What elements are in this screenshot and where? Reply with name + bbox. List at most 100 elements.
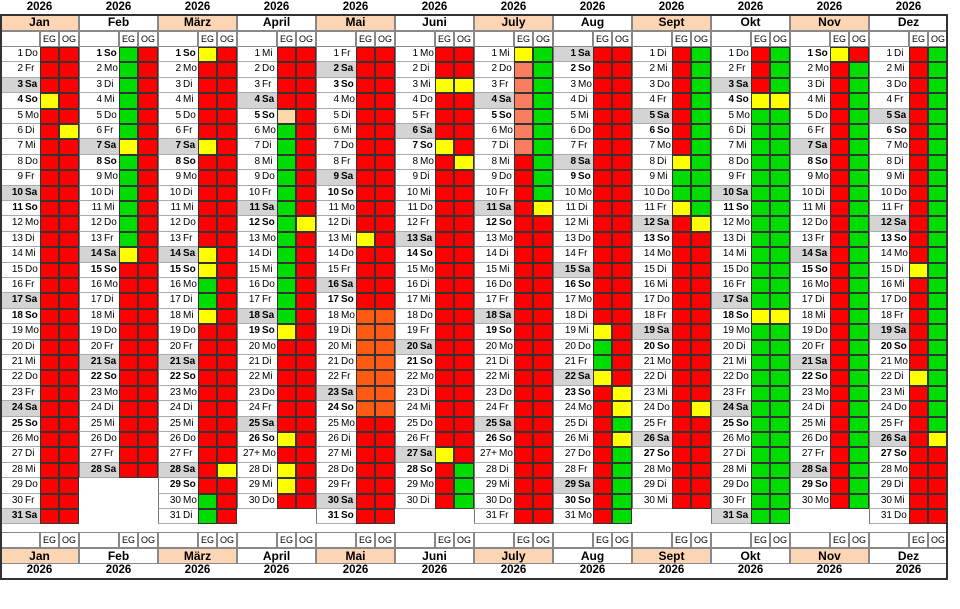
og-status-cell[interactable] bbox=[296, 262, 316, 278]
og-status-cell[interactable] bbox=[375, 401, 395, 417]
eg-status-cell[interactable] bbox=[672, 262, 691, 278]
og-status-cell[interactable] bbox=[928, 185, 948, 201]
og-status-cell[interactable] bbox=[612, 247, 632, 263]
og-status-cell[interactable] bbox=[533, 139, 553, 155]
eg-status-cell[interactable] bbox=[356, 493, 375, 509]
eg-status-cell[interactable] bbox=[198, 108, 217, 124]
eg-status-cell[interactable] bbox=[119, 201, 138, 217]
eg-status-cell[interactable] bbox=[593, 278, 612, 294]
eg-status-cell[interactable] bbox=[40, 185, 59, 201]
eg-status-cell[interactable] bbox=[356, 47, 375, 63]
og-status-cell[interactable] bbox=[375, 478, 395, 494]
eg-status-cell[interactable] bbox=[435, 478, 454, 494]
og-status-cell[interactable] bbox=[612, 154, 632, 171]
og-status-cell[interactable] bbox=[217, 462, 237, 479]
eg-status-cell[interactable] bbox=[909, 154, 928, 171]
eg-status-cell[interactable] bbox=[751, 170, 770, 186]
eg-status-cell[interactable] bbox=[514, 262, 533, 278]
eg-status-cell[interactable] bbox=[909, 231, 928, 248]
og-status-cell[interactable] bbox=[849, 493, 869, 509]
og-status-cell[interactable] bbox=[691, 493, 711, 509]
og-status-cell[interactable] bbox=[612, 401, 632, 417]
og-status-cell[interactable] bbox=[296, 416, 316, 432]
og-status-cell[interactable] bbox=[217, 47, 237, 63]
eg-status-cell[interactable] bbox=[277, 447, 296, 463]
og-status-cell[interactable] bbox=[770, 493, 790, 509]
og-status-cell[interactable] bbox=[770, 201, 790, 217]
og-status-cell[interactable] bbox=[770, 385, 790, 402]
og-status-cell[interactable] bbox=[454, 47, 474, 63]
eg-status-cell[interactable] bbox=[672, 139, 691, 155]
eg-status-cell[interactable] bbox=[593, 324, 612, 340]
og-status-cell[interactable] bbox=[849, 401, 869, 417]
eg-status-cell[interactable] bbox=[909, 247, 928, 263]
og-status-cell[interactable] bbox=[375, 278, 395, 294]
eg-status-cell[interactable] bbox=[435, 385, 454, 402]
og-status-cell[interactable] bbox=[217, 370, 237, 386]
eg-status-cell[interactable] bbox=[593, 370, 612, 386]
og-status-cell[interactable] bbox=[770, 139, 790, 155]
og-status-cell[interactable] bbox=[928, 247, 948, 263]
eg-status-cell[interactable] bbox=[830, 355, 849, 371]
og-status-cell[interactable] bbox=[533, 108, 553, 124]
og-status-cell[interactable] bbox=[928, 355, 948, 371]
og-status-cell[interactable] bbox=[375, 262, 395, 278]
eg-status-cell[interactable] bbox=[40, 293, 59, 309]
eg-status-cell[interactable] bbox=[119, 324, 138, 340]
eg-status-cell[interactable] bbox=[751, 124, 770, 140]
eg-status-cell[interactable] bbox=[672, 170, 691, 186]
eg-status-cell[interactable] bbox=[277, 216, 296, 232]
og-status-cell[interactable] bbox=[533, 339, 553, 355]
eg-status-cell[interactable] bbox=[751, 401, 770, 417]
og-status-cell[interactable] bbox=[296, 462, 316, 479]
og-status-cell[interactable] bbox=[454, 62, 474, 78]
og-status-cell[interactable] bbox=[691, 124, 711, 140]
eg-status-cell[interactable] bbox=[435, 339, 454, 355]
eg-status-cell[interactable] bbox=[435, 216, 454, 232]
eg-status-cell[interactable] bbox=[672, 416, 691, 432]
eg-status-cell[interactable] bbox=[277, 385, 296, 402]
og-status-cell[interactable] bbox=[612, 231, 632, 248]
eg-status-cell[interactable] bbox=[593, 493, 612, 509]
eg-status-cell[interactable] bbox=[435, 432, 454, 448]
og-status-cell[interactable] bbox=[849, 462, 869, 479]
eg-status-cell[interactable] bbox=[909, 401, 928, 417]
eg-status-cell[interactable] bbox=[830, 62, 849, 78]
eg-status-cell[interactable] bbox=[277, 308, 296, 325]
eg-status-cell[interactable] bbox=[356, 170, 375, 186]
eg-status-cell[interactable] bbox=[751, 447, 770, 463]
eg-status-cell[interactable] bbox=[277, 278, 296, 294]
eg-status-cell[interactable] bbox=[198, 247, 217, 263]
eg-status-cell[interactable] bbox=[751, 370, 770, 386]
og-status-cell[interactable] bbox=[770, 308, 790, 325]
eg-status-cell[interactable] bbox=[751, 308, 770, 325]
og-status-cell[interactable] bbox=[612, 355, 632, 371]
eg-status-cell[interactable] bbox=[593, 293, 612, 309]
og-status-cell[interactable] bbox=[375, 170, 395, 186]
og-status-cell[interactable] bbox=[59, 185, 79, 201]
og-status-cell[interactable] bbox=[691, 416, 711, 432]
og-status-cell[interactable] bbox=[928, 47, 948, 63]
eg-status-cell[interactable] bbox=[672, 154, 691, 171]
og-status-cell[interactable] bbox=[770, 293, 790, 309]
eg-status-cell[interactable] bbox=[672, 339, 691, 355]
og-status-cell[interactable] bbox=[612, 478, 632, 494]
eg-status-cell[interactable] bbox=[593, 339, 612, 355]
og-status-cell[interactable] bbox=[59, 77, 79, 94]
og-status-cell[interactable] bbox=[375, 216, 395, 232]
og-status-cell[interactable] bbox=[612, 432, 632, 448]
og-status-cell[interactable] bbox=[296, 370, 316, 386]
eg-status-cell[interactable] bbox=[356, 201, 375, 217]
eg-status-cell[interactable] bbox=[435, 108, 454, 124]
og-status-cell[interactable] bbox=[296, 108, 316, 124]
eg-status-cell[interactable] bbox=[277, 324, 296, 340]
eg-status-cell[interactable] bbox=[40, 385, 59, 402]
eg-status-cell[interactable] bbox=[40, 62, 59, 78]
eg-status-cell[interactable] bbox=[435, 293, 454, 309]
og-status-cell[interactable] bbox=[375, 93, 395, 109]
eg-status-cell[interactable] bbox=[672, 62, 691, 78]
eg-status-cell[interactable] bbox=[119, 154, 138, 171]
og-status-cell[interactable] bbox=[849, 324, 869, 340]
eg-status-cell[interactable] bbox=[751, 216, 770, 232]
eg-status-cell[interactable] bbox=[909, 62, 928, 78]
